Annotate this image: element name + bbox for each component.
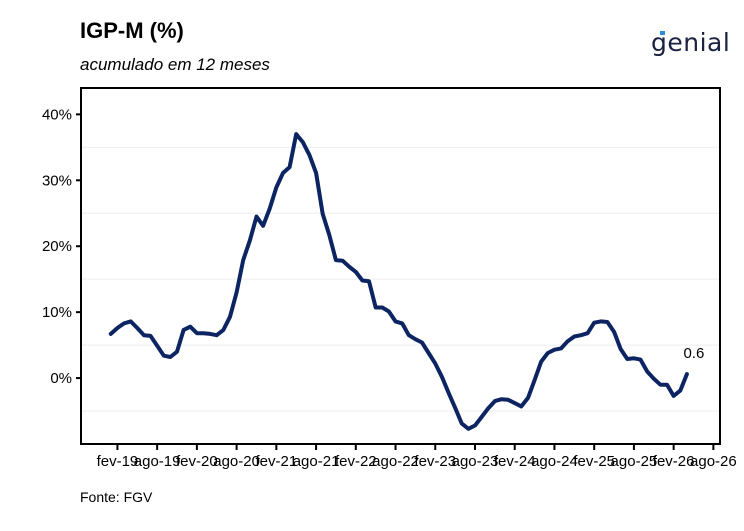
source-note: Fonte: FGV — [80, 489, 153, 505]
series-line-igpm — [108, 132, 689, 431]
x-tick-label: fev-21 — [255, 453, 297, 470]
gridlines — [81, 146, 720, 412]
x-tick-label: fev-24 — [494, 453, 536, 470]
x-tick-label: fev-20 — [176, 453, 218, 470]
x-tick-label: ago-23 — [452, 453, 499, 470]
x-tick-label: ago-26 — [690, 453, 737, 470]
y-tick-label: 40% — [42, 106, 72, 123]
x-tick-label: ago-22 — [372, 453, 419, 470]
x-tick-label: fev-22 — [335, 453, 377, 470]
x-axis: fev-19ago-19fev-20ago-20fev-21ago-21fev-… — [97, 444, 737, 470]
y-tick-label: 20% — [42, 238, 72, 255]
y-tick-label: 0% — [50, 370, 72, 387]
y-tick-label: 30% — [42, 172, 72, 189]
x-tick-label: ago-25 — [611, 453, 658, 470]
y-axis: 0% 10% 20% 30% 40% — [42, 106, 81, 387]
logo-accent-icon — [660, 31, 665, 35]
x-tick-label: ago-24 — [531, 453, 578, 470]
x-tick-label: fev-19 — [97, 453, 139, 470]
x-tick-label: fev-26 — [653, 453, 695, 470]
chart-subtitle: acumulado em 12 meses — [80, 55, 270, 74]
x-tick-label: fev-23 — [414, 453, 456, 470]
y-tick-label: 10% — [42, 304, 72, 321]
chart-title: IGP-M (%) — [80, 18, 184, 43]
last-value-label: 0.6 — [683, 345, 704, 362]
plot-frame — [80, 87, 721, 445]
x-tick-label: ago-20 — [213, 453, 260, 470]
x-tick-label: ago-21 — [293, 453, 340, 470]
x-tick-label: ago-19 — [134, 453, 181, 470]
x-tick-label: fev-25 — [573, 453, 615, 470]
